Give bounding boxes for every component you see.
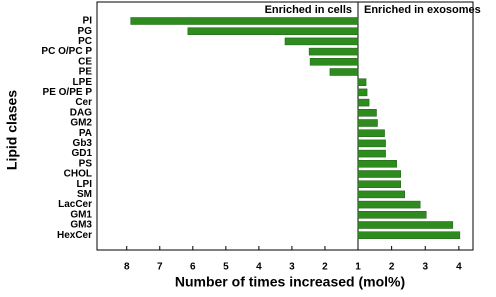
y-tick-label: GM2 bbox=[70, 118, 92, 129]
bar bbox=[357, 88, 368, 97]
x-tick-label: 4 bbox=[256, 262, 262, 273]
y-axis-label: Lipid clases bbox=[4, 90, 20, 170]
plot-frame bbox=[96, 1, 474, 251]
x-tick-label: 4 bbox=[456, 262, 462, 273]
bar bbox=[357, 119, 378, 127]
bar bbox=[308, 47, 359, 56]
bar bbox=[357, 98, 370, 107]
x-tick-label: 8 bbox=[124, 262, 130, 273]
bar bbox=[187, 27, 359, 35]
y-tick-label: DAG bbox=[70, 107, 92, 118]
y-tick-label: Cer bbox=[75, 97, 92, 108]
bar bbox=[309, 58, 359, 66]
x-axis-label: Number of times increased (mol%) bbox=[175, 274, 405, 290]
bar bbox=[357, 149, 386, 158]
bar bbox=[357, 200, 421, 209]
bar bbox=[357, 78, 367, 86]
bar bbox=[357, 160, 397, 168]
y-tick-label: PS bbox=[79, 158, 93, 169]
y-tick-label: SM bbox=[77, 189, 92, 200]
legend-cells: Enriched in cells bbox=[265, 4, 352, 16]
bar bbox=[357, 180, 401, 188]
x-tick-label: 3 bbox=[289, 262, 295, 273]
x-tick-label: 2 bbox=[322, 262, 328, 273]
y-tick-label: PG bbox=[78, 26, 93, 37]
bar bbox=[357, 231, 461, 239]
bar bbox=[357, 221, 454, 229]
y-tick-label: PA bbox=[79, 128, 92, 139]
y-tick-label: PC bbox=[78, 36, 92, 47]
y-tick-label: CE bbox=[78, 56, 92, 67]
y-tick-label: PI bbox=[83, 16, 93, 27]
bar bbox=[329, 68, 359, 76]
y-tick-label: LPE bbox=[73, 77, 93, 88]
x-tick-label: 6 bbox=[190, 262, 196, 273]
y-tick-label: GM3 bbox=[70, 220, 92, 231]
bar bbox=[357, 190, 405, 199]
y-tick-label: PE bbox=[79, 67, 93, 78]
y-tick-label: LacCer bbox=[58, 199, 92, 210]
bar bbox=[284, 37, 359, 46]
legend-exosomes: Enriched in exosomes bbox=[364, 4, 481, 16]
y-tick-label: LPI bbox=[76, 179, 92, 190]
y-tick-label: GD1 bbox=[71, 148, 92, 159]
x-tick-label: 2 bbox=[389, 262, 395, 273]
y-tick-label: GM1 bbox=[70, 209, 92, 220]
bar bbox=[357, 129, 385, 137]
y-tick-label: PC O/PC P bbox=[41, 46, 92, 57]
y-tick-label: PE O/PE P bbox=[43, 87, 93, 98]
bar bbox=[130, 17, 359, 25]
y-tick-label: CHOL bbox=[64, 169, 92, 180]
x-tick-label: 5 bbox=[223, 262, 229, 273]
y-tick-label: HexCer bbox=[57, 230, 92, 241]
bar bbox=[357, 109, 377, 117]
x-tick-label: 7 bbox=[157, 262, 163, 273]
x-tick-label: 3 bbox=[422, 262, 428, 273]
x-tick-label: 1 bbox=[355, 262, 361, 273]
bar bbox=[357, 211, 427, 219]
y-tick-label: Gb3 bbox=[73, 138, 93, 149]
bar bbox=[357, 139, 386, 148]
bar bbox=[357, 170, 401, 178]
